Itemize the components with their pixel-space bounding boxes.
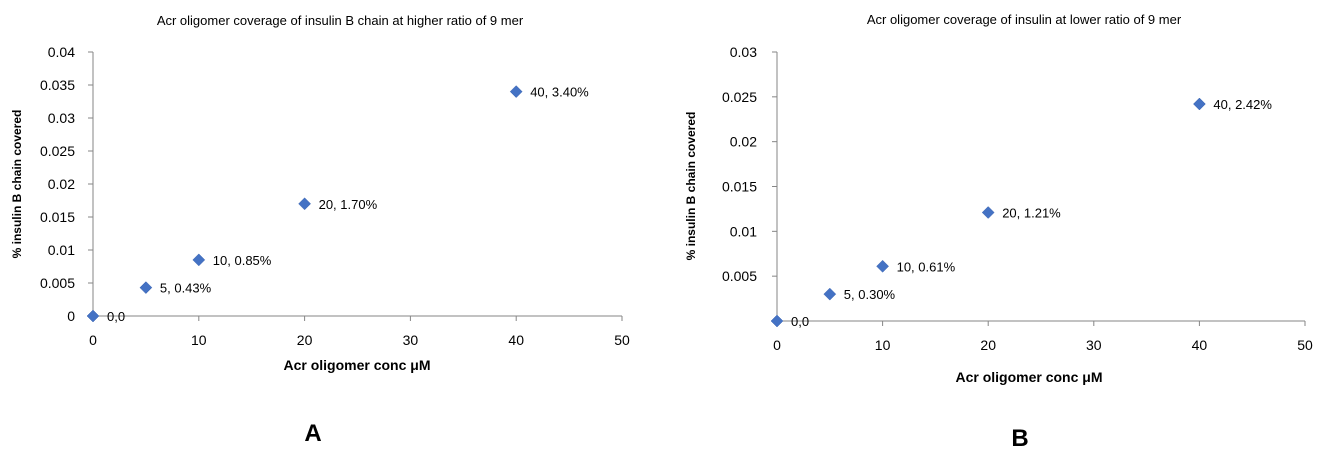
data-label: 10, 0.85% xyxy=(213,253,272,268)
y-ticks: 0.005 0.01 0.015 0.02 0.025 0.03 xyxy=(722,44,777,284)
data-label: 20, 1.70% xyxy=(319,197,378,212)
chart-panel-a: Acr oligomer coverage of insulin B chain… xyxy=(10,13,630,447)
panel-label: A xyxy=(304,420,321,447)
x-ticks: 0 10 20 30 40 50 xyxy=(89,316,630,348)
x-tick-label: 20 xyxy=(980,337,996,353)
data-label: 5, 0.30% xyxy=(844,287,896,302)
y-tick-label: 0.025 xyxy=(722,89,757,105)
x-axis-title: Acr oligomer conc μM xyxy=(955,369,1102,385)
x-tick-label: 30 xyxy=(1086,337,1102,353)
data-point-marker xyxy=(770,314,784,328)
chart-panel-b: Acr oligomer coverage of insulin at lowe… xyxy=(684,12,1313,449)
data-point-marker xyxy=(86,309,100,323)
y-tick-label: 0.02 xyxy=(48,176,75,192)
x-tick-label: 30 xyxy=(403,332,419,348)
data-point-marker xyxy=(509,85,523,98)
y-tick-label: 0.005 xyxy=(40,275,75,291)
x-tick-label: 20 xyxy=(297,332,313,348)
data-point-marker xyxy=(823,287,837,301)
y-tick-label: 0.03 xyxy=(48,110,75,126)
chart-title: Acr oligomer coverage of insulin B chain… xyxy=(157,13,524,28)
x-tick-label: 10 xyxy=(875,337,891,353)
y-tick-label: 0.01 xyxy=(48,242,75,258)
y-tick-label: 0.04 xyxy=(48,44,75,60)
x-ticks: 0 10 20 30 40 50 xyxy=(773,321,1313,353)
data-label: 0,0 xyxy=(107,309,125,324)
data-label: 40, 2.42% xyxy=(1213,97,1272,112)
y-tick-label: 0.015 xyxy=(40,209,75,225)
y-axis-title: % insulin B chain covered xyxy=(10,110,24,259)
y-ticks: 0 0.005 0.01 0.015 0.02 0.025 0.03 0.035 0.04 xyxy=(40,44,93,324)
data-points: 0,0 5, 0.30%10, 0.61% 20, 1.21% 40, 2.42% xyxy=(770,97,1272,329)
y-tick-label: 0.03 xyxy=(730,44,757,60)
y-tick-label: 0.035 xyxy=(40,77,75,93)
x-tick-label: 0 xyxy=(89,332,97,348)
y-tick-label: 0.015 xyxy=(722,179,757,195)
data-point-marker xyxy=(1193,97,1206,111)
x-tick-label: 40 xyxy=(1192,337,1208,353)
x-tick-label: 50 xyxy=(614,332,630,348)
data-point-marker xyxy=(876,259,889,273)
y-tick-label: 0.01 xyxy=(730,223,757,239)
chart-title: Acr oligomer coverage of insulin at lowe… xyxy=(867,12,1182,27)
x-tick-label: 50 xyxy=(1297,337,1313,353)
x-tick-label: 40 xyxy=(508,332,524,348)
data-point-marker xyxy=(298,197,311,211)
y-tick-label: 0.025 xyxy=(40,143,75,159)
y-tick-label: 0.02 xyxy=(730,134,757,150)
data-label: 0,0 xyxy=(791,314,809,329)
x-tick-label: 10 xyxy=(191,332,207,348)
y-axis-title: % insulin B chain covered xyxy=(684,112,698,261)
y-tick-label: 0 xyxy=(67,308,75,324)
x-tick-label: 0 xyxy=(773,337,781,353)
data-point-marker xyxy=(139,281,153,294)
data-label: 40, 3.40% xyxy=(530,85,589,100)
panel-label: B xyxy=(1011,425,1028,449)
data-point-marker xyxy=(192,253,206,267)
data-points: 0,0 5, 0.43%10, 0.85% 20, 1.70% 40, 3.40% xyxy=(86,85,589,324)
data-label: 5, 0.43% xyxy=(160,281,212,296)
x-axis-title: Acr oligomer conc μM xyxy=(283,357,430,373)
data-point-marker xyxy=(981,206,995,219)
data-label: 10, 0.61% xyxy=(897,259,956,274)
y-tick-label: 0.005 xyxy=(722,268,757,284)
data-label: 20, 1.21% xyxy=(1002,206,1061,221)
